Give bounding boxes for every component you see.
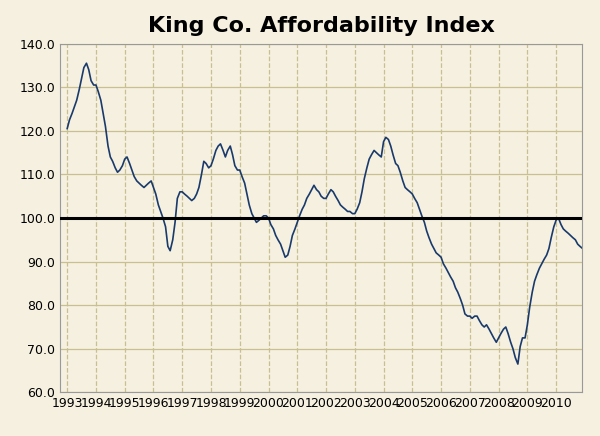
- Title: King Co. Affordability Index: King Co. Affordability Index: [148, 17, 494, 37]
